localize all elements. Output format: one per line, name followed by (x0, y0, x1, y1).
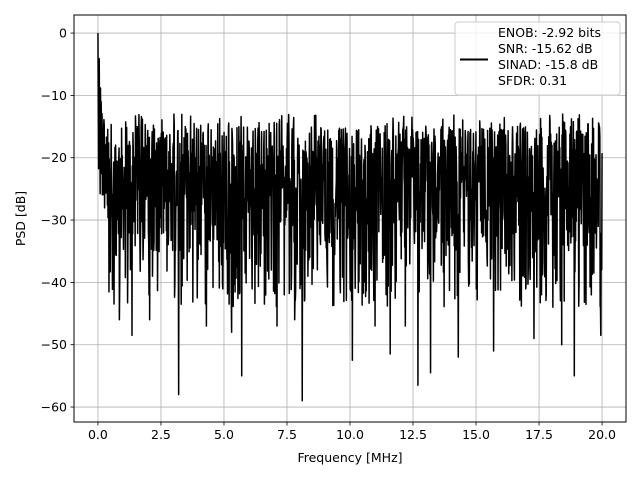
ticks: 0.0 2.5 5.0 7.5 10.0 12.5 15.0 17.5 20.0 0 −10 −20 −… (41, 26, 616, 442)
x-tick-label: 2.5 (151, 427, 171, 442)
y-tick-label: −20 (41, 150, 67, 165)
x-tick-label: 15.0 (462, 427, 490, 442)
x-tick-label: 5.0 (214, 427, 234, 442)
x-tick-label: 20.0 (588, 427, 616, 442)
y-tick-label: 0 (59, 26, 67, 41)
x-tick-label: 10.0 (336, 427, 364, 442)
x-tick-label: 0.0 (88, 427, 108, 442)
y-tick-label: −10 (41, 88, 67, 103)
legend-enob: ENOB: -2.92 bits (498, 25, 601, 40)
y-tick-label: −50 (41, 337, 67, 352)
legend-sinad: SINAD: -15.8 dB (498, 57, 598, 72)
y-axis-label: PSD [dB] (13, 191, 28, 246)
legend-sfdr: SFDR: 0.31 (498, 73, 567, 88)
x-tick-label: 7.5 (277, 427, 297, 442)
legend-box (454, 21, 621, 96)
y-tick-label: −40 (41, 275, 67, 290)
x-tick-label: 12.5 (399, 427, 427, 442)
legend: ENOB: -2.92 bits SNR: -15.62 dB SINAD: -… (454, 21, 621, 96)
legend-snr: SNR: -15.62 dB (498, 41, 593, 56)
x-tick-label: 17.5 (525, 427, 553, 442)
y-tick-label: −30 (41, 213, 67, 228)
psd-series-line (97, 33, 603, 402)
y-tick-label: −60 (41, 400, 67, 415)
x-axis-label: Frequency [MHz] (297, 450, 402, 465)
data-layer (97, 33, 603, 402)
